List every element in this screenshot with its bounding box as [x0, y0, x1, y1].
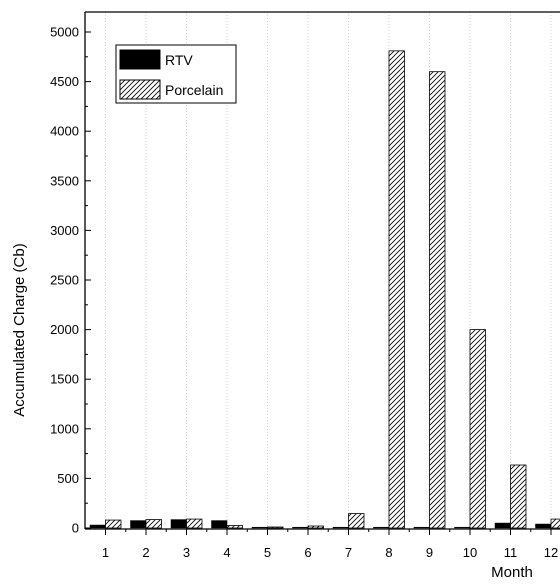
bar-rtv-6: [292, 526, 309, 529]
x-tick-label: 5: [264, 545, 271, 560]
bar-porcelain-3: [186, 518, 203, 529]
bar-rtv-7: [332, 526, 349, 529]
bar-porcelain-5: [267, 526, 284, 529]
legend-label-porcelain: Porcelain: [165, 82, 223, 98]
bar-rtv-12: [535, 523, 552, 529]
bar-rtv-11: [494, 522, 511, 529]
legend-label-rtv: RTV: [165, 52, 193, 68]
x-tick-label: 12: [544, 545, 558, 560]
y-axis-title: Accumulated Charge (Cb): [11, 243, 28, 416]
y-tick-label: 2000: [50, 322, 79, 337]
bar-rtv-8: [373, 526, 390, 529]
bar-porcelain-8: [388, 50, 405, 529]
x-tick-label: 9: [426, 545, 433, 560]
bar-rtv-10: [454, 526, 471, 529]
x-axis-title: Month: [491, 564, 533, 581]
x-tick-label: 4: [223, 545, 230, 560]
y-tick-label: 500: [57, 471, 79, 486]
y-tick-label: 0: [72, 521, 79, 536]
bar-porcelain-1: [105, 519, 122, 529]
x-tick-label: 6: [304, 545, 311, 560]
y-tick-label: 3000: [50, 223, 79, 238]
y-tick-label: 2500: [50, 273, 79, 288]
bar-rtv-9: [413, 526, 430, 529]
legend-swatch-rtv: [119, 49, 161, 70]
bar-porcelain-7: [348, 513, 365, 529]
y-ticks: 0 500 1000 1500 2000 2500 3000 3500 4000 4500 5000: [50, 25, 91, 536]
y-tick-label: 3500: [50, 173, 79, 188]
bar-rtv-5: [251, 526, 268, 529]
y-tick-label: 1500: [50, 372, 79, 387]
legend-swatch-porcelain: [119, 79, 161, 100]
bar-porcelain-2: [145, 519, 162, 529]
y-tick-label: 4000: [50, 124, 79, 139]
y-tick-label: 1000: [50, 421, 79, 436]
x-tick-label: 1: [102, 545, 109, 560]
x-tick-label: 7: [345, 545, 352, 560]
x-tick-label: 2: [142, 545, 149, 560]
axes: [84, 11, 560, 530]
bar-porcelain-4: [226, 525, 243, 529]
bar-rtv-3: [170, 519, 187, 529]
bar-porcelain-12: [550, 518, 560, 529]
bar-porcelain-6: [307, 525, 324, 529]
x-tick-label: 11: [504, 545, 518, 560]
x-tick-label: 8: [385, 545, 392, 560]
bar-rtv-4: [211, 520, 228, 529]
bar-porcelain-10: [469, 329, 486, 529]
bar-porcelain-11: [510, 464, 527, 529]
y-tick-label: 5000: [50, 25, 79, 40]
legend: RTV Porcelain: [115, 44, 237, 104]
x-tick-label: 3: [183, 545, 190, 560]
y-tick-label: 4500: [50, 74, 79, 89]
bars: [89, 50, 560, 529]
bar-rtv-2: [130, 520, 147, 529]
x-tick-label: 10: [463, 545, 477, 560]
x-ticks: 1 2 3 4 5 6 7 8 9 10 11 12: [102, 529, 558, 560]
bar-rtv-1: [89, 524, 106, 529]
bar-porcelain-9: [429, 71, 446, 529]
